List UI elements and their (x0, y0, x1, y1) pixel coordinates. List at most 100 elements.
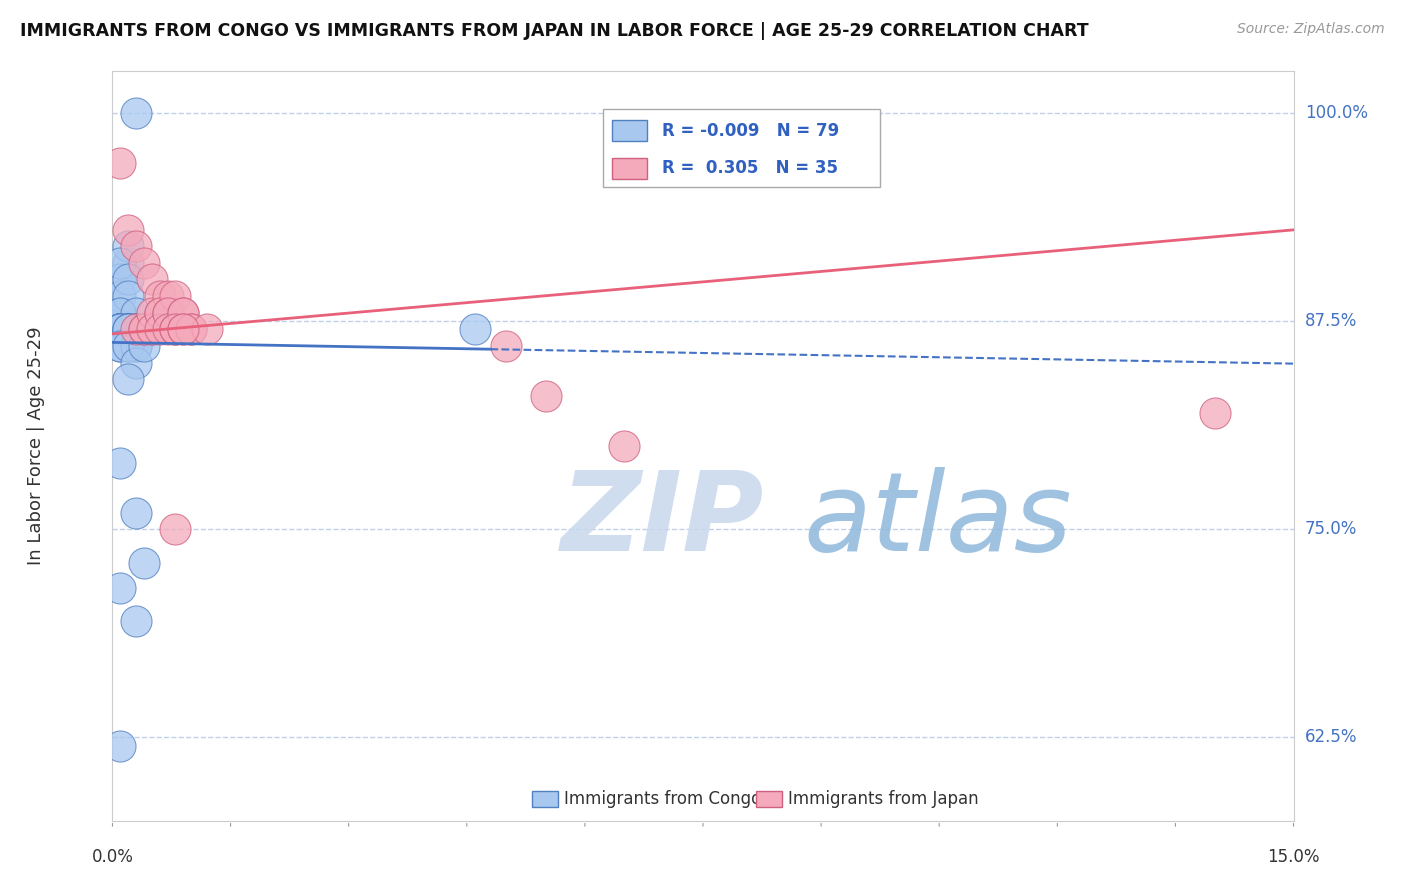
Point (117, 322, 139, 336)
Point (110, 322, 132, 336)
Point (117, 322, 139, 336)
Point (613, 439, 636, 453)
Point (117, 372, 139, 386)
Point (125, 322, 148, 336)
Point (110, 322, 132, 336)
Point (125, 506, 148, 520)
Point (132, 322, 155, 336)
Point (125, 322, 148, 336)
Point (117, 239, 139, 253)
Point (132, 322, 155, 336)
Point (117, 322, 139, 336)
Point (110, 156, 132, 170)
Point (172, 322, 194, 336)
Point (117, 289, 139, 303)
Text: Source: ZipAtlas.com: Source: ZipAtlas.com (1237, 22, 1385, 37)
Point (117, 322, 139, 336)
Point (110, 322, 132, 336)
Point (132, 339, 155, 353)
Point (132, 322, 155, 336)
Point (110, 322, 132, 336)
Point (110, 322, 132, 336)
Point (149, 289, 172, 303)
Point (117, 322, 139, 336)
Point (110, 322, 132, 336)
Point (125, 322, 148, 336)
Point (180, 322, 202, 336)
Point (117, 322, 139, 336)
Point (117, 322, 139, 336)
Point (117, 322, 139, 336)
Point (172, 306, 194, 320)
Point (172, 322, 194, 336)
Point (156, 289, 179, 303)
Point (110, 322, 132, 336)
Bar (612, 120, 648, 141)
Point (110, 322, 132, 336)
Point (125, 614, 148, 628)
Point (172, 306, 194, 320)
Point (117, 322, 139, 336)
Point (117, 339, 139, 353)
Bar (756, 790, 782, 807)
Point (125, 322, 148, 336)
Text: 75.0%: 75.0% (1305, 520, 1357, 538)
Point (141, 322, 163, 336)
Text: 15.0%: 15.0% (1267, 848, 1320, 866)
Point (149, 306, 172, 320)
Point (110, 456, 132, 470)
Point (110, 289, 132, 303)
Point (110, 322, 132, 336)
Text: 87.5%: 87.5% (1305, 312, 1357, 330)
Point (165, 289, 187, 303)
Text: R =  0.305   N = 35: R = 0.305 N = 35 (662, 159, 838, 177)
Text: Immigrants from Congo: Immigrants from Congo (564, 790, 761, 808)
Point (110, 322, 132, 336)
Text: 62.5%: 62.5% (1305, 729, 1357, 747)
Point (125, 106, 148, 120)
Point (125, 239, 148, 253)
Point (132, 322, 155, 336)
Text: 0.0%: 0.0% (91, 848, 134, 866)
Point (165, 322, 187, 336)
Point (110, 322, 132, 336)
Point (110, 322, 132, 336)
Point (165, 522, 187, 536)
Point (110, 322, 132, 336)
Point (117, 322, 139, 336)
Point (110, 322, 132, 336)
Point (125, 339, 148, 353)
Point (141, 306, 163, 320)
FancyBboxPatch shape (603, 109, 880, 187)
Point (149, 306, 172, 320)
Point (132, 256, 155, 270)
Point (110, 339, 132, 353)
Point (125, 339, 148, 353)
Point (534, 389, 557, 403)
Point (117, 322, 139, 336)
Point (110, 306, 132, 320)
Point (141, 322, 163, 336)
Point (117, 322, 139, 336)
Point (110, 322, 132, 336)
Point (125, 306, 148, 320)
Point (117, 322, 139, 336)
Point (110, 322, 132, 336)
Bar (612, 158, 648, 178)
Point (110, 322, 132, 336)
Point (149, 322, 172, 336)
Point (125, 356, 148, 370)
Point (110, 306, 132, 320)
Point (132, 556, 155, 570)
Point (117, 222, 139, 236)
Point (141, 272, 163, 286)
Point (110, 322, 132, 336)
Point (110, 322, 132, 336)
Point (125, 322, 148, 336)
Point (165, 322, 187, 336)
Point (110, 739, 132, 753)
Bar (531, 790, 558, 807)
Point (495, 339, 517, 353)
Point (1204, 406, 1226, 420)
Point (110, 322, 132, 336)
